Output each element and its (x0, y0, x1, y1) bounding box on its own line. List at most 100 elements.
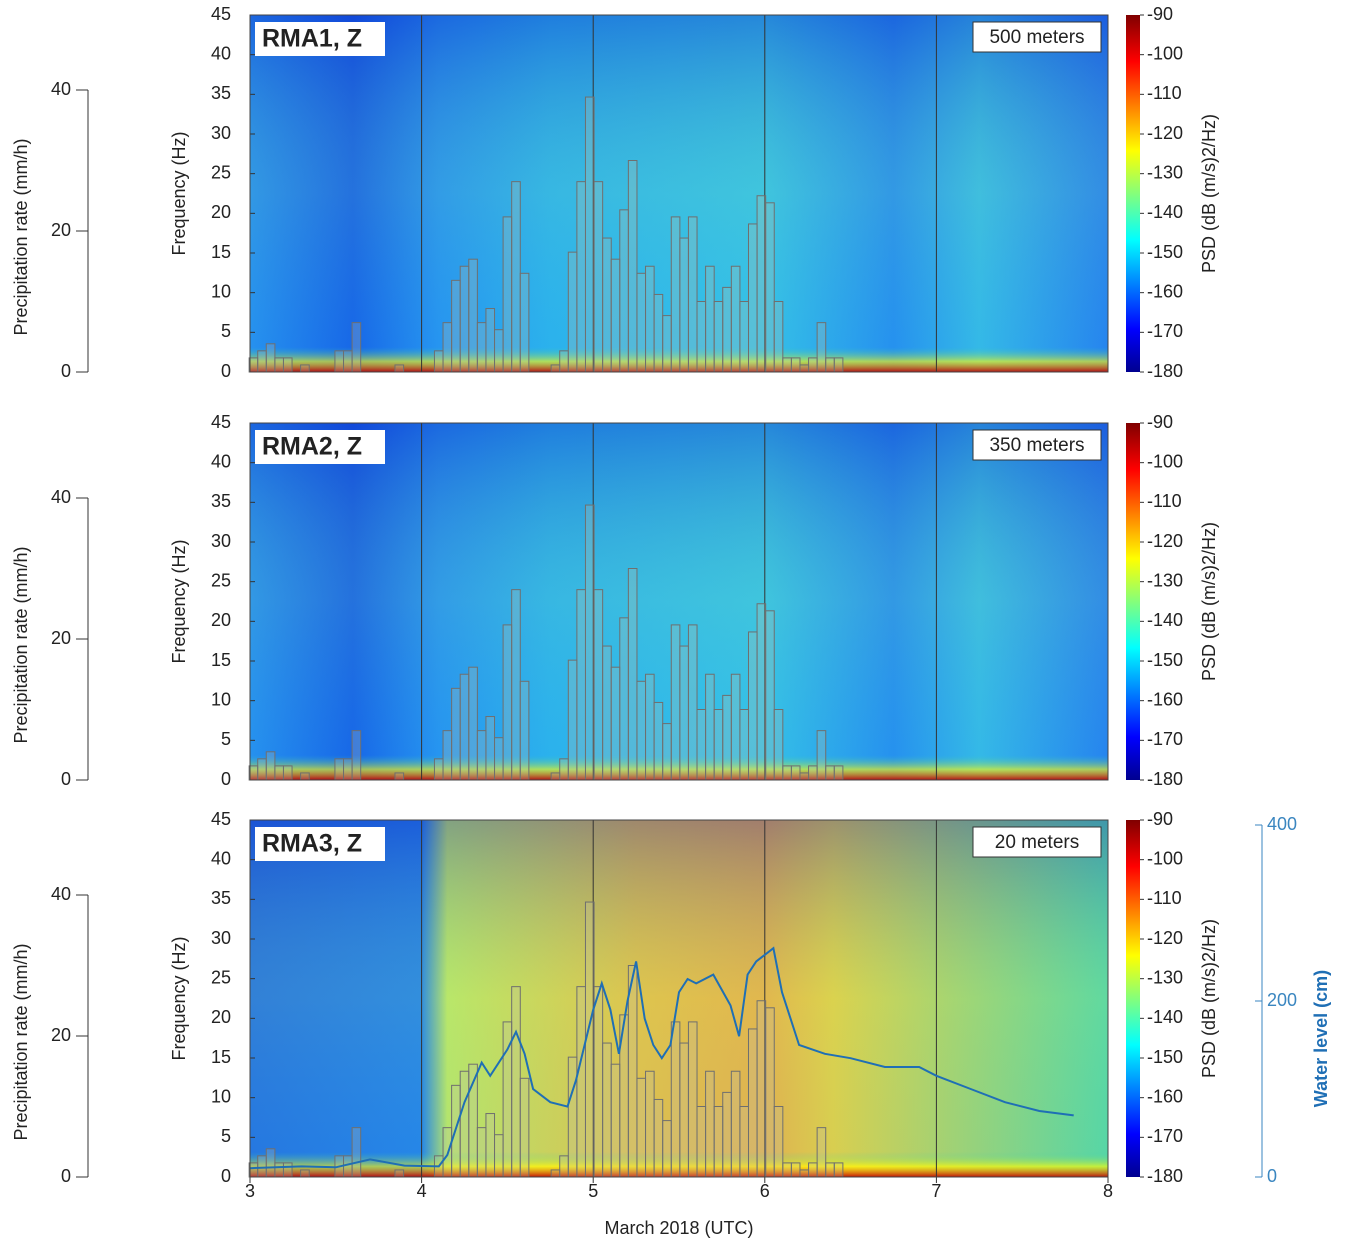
annotation-box (972, 21, 1102, 53)
precip-bar (559, 758, 569, 781)
precip-bar (662, 315, 672, 373)
precip-bar (265, 751, 276, 781)
freq-tick-label: 10 (211, 1086, 231, 1106)
precip-bar (730, 1070, 741, 1178)
colorbar-tick-label: -150 (1147, 242, 1183, 262)
precip-tick-label: 0 (61, 361, 71, 381)
precip-bar (799, 1169, 810, 1178)
precip-bar (696, 301, 707, 373)
precip-bar (816, 322, 827, 373)
precip-bar (679, 237, 689, 373)
freq-tick-label: 5 (221, 1126, 231, 1146)
precip-bar (722, 694, 732, 781)
precip-bar (730, 265, 741, 373)
precip-bar (636, 680, 647, 781)
precip-bar (476, 730, 487, 781)
precip-bar (765, 202, 775, 373)
colorbar-tick-label: -110 (1147, 491, 1182, 511)
precip-bar (747, 1028, 758, 1178)
plot-frame (249, 422, 1109, 781)
x-axis-label: March 2018 (UTC) (604, 1218, 753, 1238)
freq-axis-label: Frequency (Hz) (169, 539, 189, 663)
precip-bar (334, 350, 345, 373)
precip-bar (670, 216, 681, 373)
precip-tick-label: 40 (51, 487, 71, 507)
precip-bar (790, 765, 801, 781)
precip-bar (739, 1106, 750, 1178)
precip-bar (451, 279, 461, 373)
precip-bar (584, 504, 595, 781)
precip-bar (257, 758, 267, 781)
freq-tick-label: 30 (211, 531, 231, 551)
colorbar (1126, 820, 1140, 1177)
colorbar-tick-label: -180 (1147, 1166, 1183, 1186)
freq-tick-label: 30 (211, 928, 231, 948)
precip-bar (833, 1162, 844, 1178)
colorbar-tick-label: -110 (1147, 83, 1182, 103)
precip-bar (602, 1042, 612, 1178)
precip-bar (790, 357, 801, 373)
plot-frame (249, 819, 1109, 1178)
precip-bar (502, 624, 513, 781)
freq-tick-label: 15 (211, 1047, 231, 1067)
colorbar-tick-label: -140 (1147, 202, 1183, 222)
freq-tick-label: 0 (221, 1166, 231, 1186)
freq-tick-label: 40 (211, 43, 231, 63)
precip-bar (459, 673, 470, 781)
freq-tick-label: 20 (211, 202, 231, 222)
precip-bar (567, 659, 578, 781)
annotation: 500 meters (989, 27, 1084, 48)
colorbar-tick-label: -100 (1147, 848, 1183, 868)
precip-bar (265, 1148, 276, 1178)
precip-bar (756, 603, 767, 781)
x-tick-label: 7 (931, 1181, 941, 1201)
precip-bar (274, 765, 284, 781)
freq-tick-label: 35 (211, 888, 231, 908)
precip-bar (773, 1106, 784, 1178)
precip-bar (782, 1162, 792, 1178)
precip-bar (713, 1106, 724, 1178)
title-box (255, 827, 385, 861)
precip-bar (519, 1077, 530, 1178)
water-tick-label: 200 (1267, 990, 1297, 1010)
freq-tick-label: 5 (221, 321, 231, 341)
precip-bar (825, 765, 835, 781)
precip-axis-label: Precipitation rate (mm/h) (11, 138, 31, 335)
precip-bar (459, 1070, 470, 1178)
colorbar-tick-label: -130 (1147, 967, 1183, 987)
precip-axis-label: Precipitation rate (mm/h) (11, 546, 31, 743)
precip-bar (468, 666, 478, 781)
freq-tick-label: 5 (221, 729, 231, 749)
water-level-line (249, 946, 1074, 1170)
precip-bar (300, 1169, 310, 1178)
precip-bar (442, 322, 453, 373)
precip-bar (705, 1070, 715, 1178)
title-box (255, 430, 385, 464)
colorbar-tick-label: -180 (1147, 361, 1183, 381)
precip-bar (550, 1169, 561, 1178)
precip-bar (451, 687, 461, 781)
precip-bar (433, 350, 444, 373)
precip-bar (502, 216, 513, 373)
colorbar-tick-label: -140 (1147, 610, 1183, 630)
annotation-box (972, 429, 1102, 461)
precip-bar (747, 223, 758, 373)
colorbar-tick-label: -130 (1147, 162, 1183, 182)
colorbar-tick-label: -160 (1147, 689, 1183, 709)
colorbar-label: PSD (dB (m/s)2/Hz) (1199, 522, 1219, 681)
colorbar-tick-label: -180 (1147, 769, 1183, 789)
x-tick-label: 4 (417, 1181, 427, 1201)
precip-tick-label: 0 (61, 769, 71, 789)
precip-bar (265, 343, 276, 373)
colorbar-tick-label: -120 (1147, 123, 1183, 143)
precip-bar (645, 1070, 655, 1178)
precip-bar (394, 364, 405, 373)
freq-tick-label: 0 (221, 769, 231, 789)
precip-bar (300, 364, 310, 373)
precip-bar (485, 716, 496, 781)
precip-bar (739, 709, 750, 781)
precip-bar (459, 265, 470, 373)
precip-bar (550, 772, 561, 781)
freq-tick-label: 45 (211, 4, 231, 24)
